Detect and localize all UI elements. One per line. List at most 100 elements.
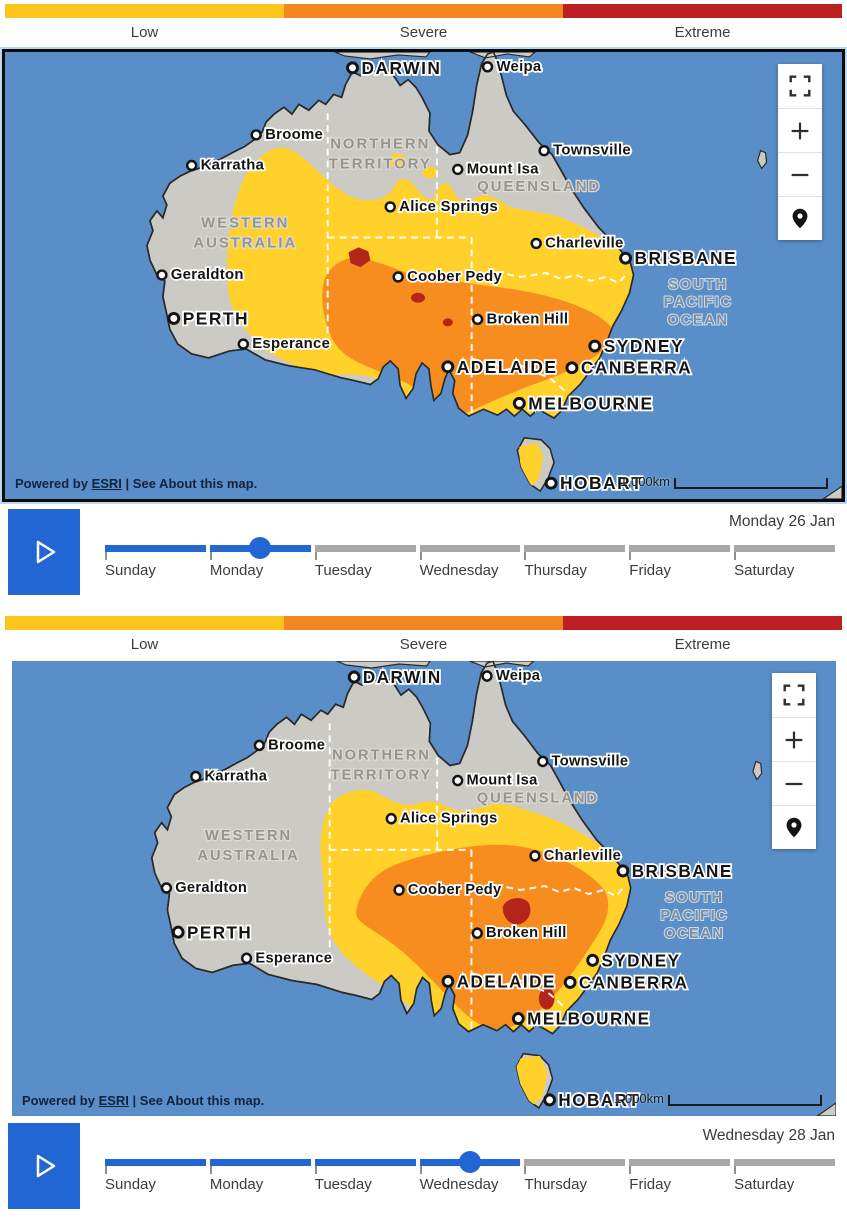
plus-icon bbox=[785, 731, 803, 748]
day-segment-bar[interactable] bbox=[419, 545, 521, 552]
city-marker bbox=[250, 129, 262, 141]
map-canvas[interactable]: NORTHERN TERRITORY QUEENSLAND WESTERN AUSTRA… bbox=[12, 661, 836, 1116]
city-label: Alice Springs bbox=[399, 199, 498, 215]
city-label: Broken Hill bbox=[486, 925, 567, 941]
day-segment-tuesday[interactable]: Tuesday bbox=[314, 1159, 416, 1193]
day-segment-bar[interactable] bbox=[629, 1159, 731, 1166]
selected-date-label: Wednesday 28 Jan bbox=[702, 1127, 835, 1144]
slider-thumb[interactable] bbox=[249, 537, 272, 559]
day-label: Tuesday bbox=[314, 562, 372, 579]
attribution-separator: | bbox=[128, 1093, 140, 1108]
city-marker bbox=[190, 770, 202, 783]
day-label: Tuesday bbox=[314, 1176, 372, 1193]
day-tick bbox=[629, 1166, 632, 1174]
city-marker bbox=[511, 1012, 525, 1026]
ocean-label: OCEAN bbox=[664, 926, 724, 942]
play-button[interactable] bbox=[8, 1123, 80, 1209]
day-segment-bar[interactable] bbox=[105, 1159, 206, 1166]
scale-label: 1,000km bbox=[614, 1091, 664, 1106]
day-label: Saturday bbox=[734, 562, 795, 579]
day-slider-track[interactable]: Sunday Monday Tuesday Wednesday Thursday Frid… bbox=[105, 1151, 836, 1193]
fullscreen-button[interactable] bbox=[772, 673, 816, 717]
day-tick bbox=[314, 552, 317, 560]
state-label: NORTHERN bbox=[330, 137, 430, 153]
locate-button[interactable] bbox=[772, 805, 816, 849]
play-button[interactable] bbox=[8, 509, 80, 595]
day-segment-sunday[interactable]: Sunday bbox=[105, 1159, 206, 1193]
day-segment-bar[interactable] bbox=[524, 1159, 626, 1166]
city-marker bbox=[529, 850, 541, 862]
day-segment-wednesday[interactable]: Wednesday bbox=[419, 545, 521, 579]
day-segment-bar[interactable] bbox=[734, 1159, 836, 1166]
city-marker bbox=[347, 670, 361, 684]
day-segment-bar[interactable] bbox=[629, 545, 731, 552]
day-segment-thursday[interactable]: Thursday bbox=[524, 545, 626, 579]
day-segment-saturday[interactable]: Saturday bbox=[734, 1159, 836, 1193]
city-label: PERTH bbox=[183, 308, 249, 328]
locate-button[interactable] bbox=[778, 196, 822, 240]
heat-region-extreme bbox=[502, 898, 531, 925]
zoom-in-button[interactable] bbox=[772, 717, 816, 761]
state-label: NORTHERN bbox=[332, 747, 431, 763]
day-segment-monday[interactable]: Monday bbox=[209, 1159, 311, 1193]
day-segment-sunday[interactable]: Sunday bbox=[105, 545, 206, 579]
day-label: Friday bbox=[629, 1176, 671, 1193]
day-segment-thursday[interactable]: Thursday bbox=[524, 1159, 626, 1193]
legend-label-extreme: Extreme bbox=[674, 636, 731, 653]
city-marker bbox=[543, 1093, 556, 1107]
day-segment-wednesday[interactable]: Wednesday bbox=[419, 1151, 521, 1193]
fullscreen-button[interactable] bbox=[778, 64, 822, 108]
city-marker bbox=[452, 774, 464, 787]
day-label: Thursday bbox=[524, 562, 587, 579]
day-segment-bar[interactable] bbox=[734, 545, 836, 552]
city-marker bbox=[237, 338, 250, 350]
scale-line bbox=[674, 478, 828, 489]
day-slider-track[interactable]: Sunday Monday Tuesday Wednesday Thursday Frid… bbox=[105, 537, 836, 579]
minus-icon bbox=[791, 173, 809, 176]
day-segment-bar[interactable] bbox=[314, 545, 416, 552]
esri-link[interactable]: ESRI bbox=[98, 1093, 129, 1108]
zoom-out-button[interactable] bbox=[772, 761, 816, 805]
day-segment-bar[interactable] bbox=[314, 1159, 416, 1166]
selected-date-label: Monday 26 Jan bbox=[729, 513, 835, 530]
day-segment-bar[interactable] bbox=[209, 1159, 311, 1166]
heat-region-extreme bbox=[442, 318, 453, 327]
city-label: PERTH bbox=[187, 922, 252, 942]
day-segment-bar[interactable] bbox=[105, 545, 206, 552]
city-label: Geraldton bbox=[171, 267, 244, 283]
zoom-out-button[interactable] bbox=[778, 152, 822, 196]
map-canvas[interactable]: NORTHERN TERRITORY QUEENSLAND WESTERN AUSTRA… bbox=[5, 52, 842, 499]
day-segment-friday[interactable]: Friday bbox=[629, 545, 731, 579]
heat-region-extreme bbox=[411, 292, 425, 303]
day-label: Thursday bbox=[524, 1176, 587, 1193]
day-segment-friday[interactable]: Friday bbox=[629, 1159, 731, 1193]
day-tick bbox=[105, 1166, 107, 1174]
day-segment-tuesday[interactable]: Tuesday bbox=[314, 545, 416, 579]
city-label: Townsville bbox=[553, 143, 631, 159]
day-segment-saturday[interactable]: Saturday bbox=[734, 545, 836, 579]
day-label: Sunday bbox=[105, 1176, 156, 1193]
state-label: WESTERN bbox=[201, 216, 289, 232]
city-label: DARWIN bbox=[363, 667, 442, 687]
zoom-in-button[interactable] bbox=[778, 108, 822, 152]
day-tick bbox=[734, 1166, 737, 1174]
day-segment-monday[interactable]: Monday bbox=[209, 537, 311, 579]
island bbox=[336, 661, 432, 669]
city-label: SYDNEY bbox=[604, 336, 684, 356]
city-marker bbox=[441, 974, 455, 988]
day-segment-bar[interactable] bbox=[524, 545, 626, 552]
day-tick bbox=[629, 552, 632, 560]
city-label: BRISBANE bbox=[632, 861, 733, 881]
day-label: Monday bbox=[209, 562, 264, 579]
city-marker bbox=[588, 339, 602, 353]
state-borders bbox=[326, 111, 630, 416]
city-marker bbox=[544, 476, 558, 490]
city-label: Townsville bbox=[552, 753, 629, 769]
map-attribution: Powered by ESRI | See About this map. bbox=[15, 476, 257, 491]
heat-legend: Low Severe Extreme bbox=[0, 0, 847, 41]
map-controls bbox=[778, 64, 822, 240]
esri-link[interactable]: ESRI bbox=[91, 476, 122, 491]
forecast-widget-monday: Low Severe Extreme NORTHERN TERRITORY QUEE… bbox=[0, 0, 847, 599]
slider-thumb[interactable] bbox=[459, 1151, 481, 1173]
city-marker bbox=[530, 237, 542, 250]
